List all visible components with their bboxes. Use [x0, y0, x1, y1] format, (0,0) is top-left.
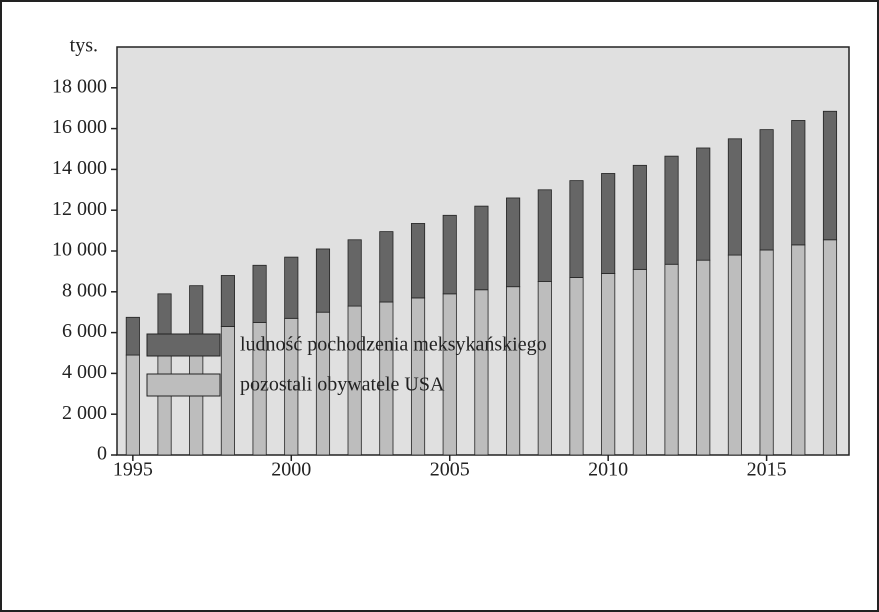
bar-segment — [759, 129, 774, 251]
bar-segment — [315, 248, 331, 313]
x-tick-label: 1995 — [113, 459, 153, 481]
y-tick-label: 16 000 — [52, 116, 107, 138]
y-tick-label: 6 000 — [62, 320, 107, 342]
y-tick-label: 2 000 — [62, 402, 107, 424]
bar-segment — [632, 268, 647, 456]
bar-segment — [696, 259, 711, 456]
bar-segment — [442, 214, 457, 295]
y-tick-label: 8 000 — [62, 279, 107, 301]
y-tick-label: 12 000 — [52, 198, 107, 220]
bar-segment — [410, 223, 426, 299]
bar-segment — [569, 277, 584, 456]
bar-segment — [632, 164, 647, 270]
bar-segment — [727, 254, 742, 456]
x-tick-label: 2015 — [747, 459, 787, 481]
bar-segment — [506, 286, 521, 456]
x-tick-label: 2010 — [588, 459, 628, 481]
bar-segment — [189, 285, 204, 336]
bar-segment — [506, 197, 521, 288]
bar-segment — [537, 281, 552, 456]
bar-segment — [822, 110, 838, 241]
bar-segment — [347, 239, 362, 307]
bar-segment — [220, 275, 235, 327]
y-tick-label: 10 000 — [52, 239, 107, 261]
legend-label: ludność pochodzenia meksykańskiego — [240, 334, 547, 356]
y-tick-label: 14 000 — [52, 157, 107, 179]
bar-segment — [664, 263, 679, 456]
bar-segment — [252, 264, 267, 323]
bar-segment — [569, 180, 584, 278]
bar-segment — [696, 147, 711, 261]
bar-segment — [664, 155, 679, 265]
bar-segment — [220, 326, 235, 456]
bar-segment — [601, 173, 616, 274]
y-tick-label: 0 — [97, 443, 107, 465]
y-tick-label: 4 000 — [62, 361, 107, 383]
bar-segment — [474, 289, 489, 456]
bar-segment — [125, 316, 140, 356]
bar-segment — [157, 293, 172, 340]
x-tick-label: 2005 — [430, 459, 470, 481]
legend-swatch — [146, 373, 221, 397]
bar-segment — [791, 120, 806, 246]
bar-segment — [727, 138, 742, 256]
x-tick-label: 2000 — [271, 459, 311, 481]
y-axis-label: tys. — [70, 35, 98, 57]
legend-label: pozostali obywatele USA — [240, 374, 445, 396]
bar-segment — [125, 354, 140, 456]
bar-segment — [379, 231, 394, 303]
bar-segment — [537, 189, 552, 283]
bar-segment — [284, 256, 299, 319]
legend-swatch — [146, 333, 221, 357]
bar-segment — [822, 239, 838, 456]
bar-segment — [474, 205, 489, 291]
y-tick-label: 18 000 — [52, 75, 107, 97]
bar-segment — [442, 293, 457, 456]
bar-segment — [759, 249, 774, 456]
bar-segment — [601, 273, 616, 456]
bar-segment — [791, 244, 806, 456]
